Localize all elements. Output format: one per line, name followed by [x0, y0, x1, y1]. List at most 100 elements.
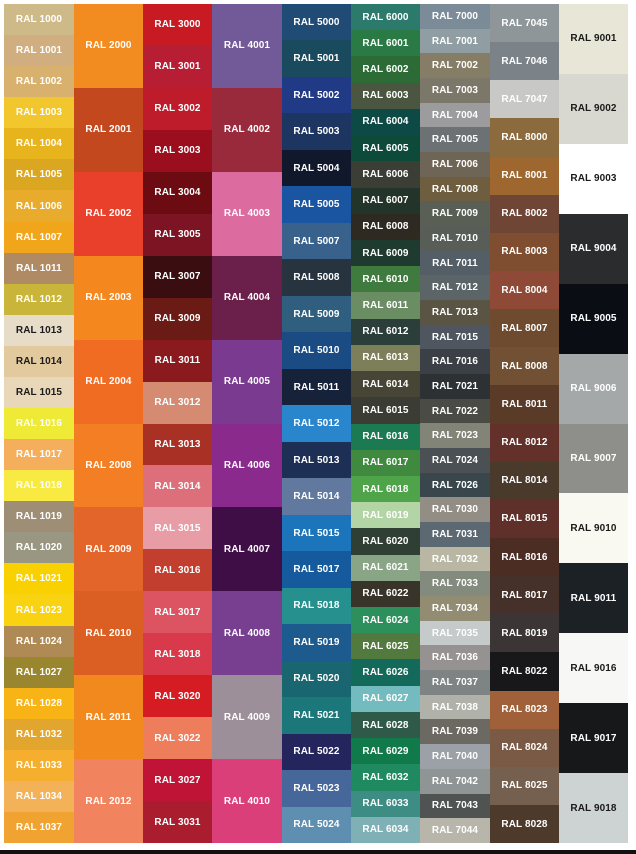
color-swatch: RAL 3015: [143, 507, 212, 550]
color-swatch: RAL 7002: [420, 53, 490, 79]
color-swatch: RAL 8015: [490, 499, 559, 538]
color-swatch: RAL 9004: [559, 213, 628, 284]
color-swatch: RAL 9003: [559, 143, 628, 214]
color-swatch: RAL 6018: [351, 475, 420, 503]
color-swatch: RAL 5019: [282, 624, 351, 661]
color-swatch: RAL 7043: [420, 793, 490, 819]
color-swatch: RAL 6009: [351, 239, 420, 267]
color-swatch: RAL 7006: [420, 152, 490, 177]
color-swatch: RAL 1004: [4, 128, 74, 160]
color-swatch: RAL 6013: [351, 344, 420, 372]
color-swatch: RAL 7030: [420, 497, 490, 523]
color-swatch: RAL 7005: [420, 127, 490, 153]
color-swatch: RAL 6019: [351, 502, 420, 529]
color-swatch: RAL 6017: [351, 449, 420, 476]
color-swatch: RAL 5009: [282, 295, 351, 333]
ral-color-chart: RAL 1000 RAL 1001 RAL 1002 RAL 1003 RAL 1004…: [4, 4, 628, 844]
color-swatch: RAL 6000: [351, 4, 420, 31]
color-swatch: RAL 7009: [420, 201, 490, 227]
color-swatch: RAL 1015: [4, 376, 74, 409]
color-swatch: RAL 9001: [559, 4, 628, 74]
color-swatch: RAL 6026: [351, 659, 420, 686]
color-swatch: RAL 6014: [351, 371, 420, 398]
color-swatch: RAL 7042: [420, 768, 490, 794]
color-swatch: RAL 1011: [4, 252, 74, 284]
color-swatch: RAL 5001: [282, 40, 351, 77]
color-swatch: RAL 7037: [420, 670, 490, 695]
color-swatch: RAL 6033: [351, 790, 420, 817]
color-swatch: RAL 7047: [490, 80, 559, 119]
color-swatch: RAL 7045: [490, 4, 559, 43]
color-column: RAL 3000 RAL 3001 RAL 3002 RAL 3003 RAL 3004…: [143, 4, 212, 844]
color-swatch: RAL 1034: [4, 780, 74, 813]
color-column: RAL 7045 RAL 7046 RAL 7047 RAL 8000 RAL 8001…: [490, 4, 559, 844]
color-swatch: RAL 5017: [282, 551, 351, 588]
color-swatch: RAL 6007: [351, 187, 420, 214]
color-swatch: RAL 5013: [282, 441, 351, 479]
color-swatch: RAL 7034: [420, 596, 490, 621]
color-swatch: RAL 3003: [143, 129, 212, 172]
color-swatch: RAL 4004: [212, 255, 282, 340]
color-swatch: RAL 5021: [282, 697, 351, 734]
color-column: RAL 1000 RAL 1001 RAL 1002 RAL 1003 RAL 1004…: [4, 4, 74, 844]
color-swatch: RAL 4009: [212, 675, 282, 760]
color-swatch: RAL 9007: [559, 423, 628, 494]
color-swatch: RAL 8004: [490, 270, 559, 310]
color-swatch: RAL 1020: [4, 532, 74, 564]
color-swatch: RAL 8024: [490, 728, 559, 767]
color-swatch: RAL 7015: [420, 324, 490, 350]
color-swatch: RAL 7001: [420, 28, 490, 54]
color-swatch: RAL 2011: [74, 675, 143, 760]
color-swatch: RAL 6003: [351, 82, 420, 109]
color-swatch: RAL 6024: [351, 607, 420, 634]
color-swatch: RAL 3002: [143, 87, 212, 130]
color-swatch: RAL 2003: [74, 255, 143, 340]
color-swatch: RAL 7036: [420, 645, 490, 671]
color-swatch: RAL 7000: [420, 4, 490, 29]
color-swatch: RAL 5011: [282, 368, 351, 406]
color-swatch: RAL 1033: [4, 749, 74, 781]
color-swatch: RAL 1012: [4, 283, 74, 315]
color-swatch: RAL 4002: [212, 87, 282, 172]
color-swatch: RAL 3005: [143, 213, 212, 256]
color-swatch: RAL 7040: [420, 744, 490, 769]
color-swatch: RAL 7031: [420, 522, 490, 547]
color-swatch: RAL 3014: [143, 465, 212, 508]
color-swatch: RAL 8001: [490, 156, 559, 195]
color-column: RAL 2000 RAL 2001 RAL 2002 RAL 2003 RAL 2004…: [74, 4, 143, 844]
color-swatch: RAL 3001: [143, 45, 212, 88]
color-swatch: RAL 1014: [4, 345, 74, 377]
color-swatch: RAL 9016: [559, 633, 628, 704]
color-column: RAL 5000 RAL 5001 RAL 5002 RAL 5003 RAL 5004…: [282, 4, 351, 844]
color-swatch: RAL 3000: [143, 4, 212, 46]
color-swatch: RAL 5020: [282, 660, 351, 698]
color-swatch: RAL 7039: [420, 719, 490, 745]
color-swatch: RAL 6001: [351, 30, 420, 57]
color-swatch: RAL 7022: [420, 398, 490, 424]
color-swatch: RAL 8000: [490, 118, 559, 157]
color-column: RAL 9001 RAL 9002 RAL 9003 RAL 9004 RAL 9005…: [559, 4, 628, 844]
color-swatch: RAL 3020: [143, 675, 212, 718]
color-swatch: RAL 3012: [143, 381, 212, 424]
color-swatch: RAL 1003: [4, 97, 74, 129]
color-swatch: RAL 8025: [490, 766, 559, 805]
color-swatch: RAL 7032: [420, 546, 490, 572]
color-swatch: RAL 1032: [4, 718, 74, 750]
color-swatch: RAL 7012: [420, 275, 490, 301]
color-swatch: RAL 2004: [74, 339, 143, 424]
color-swatch: RAL 8028: [490, 804, 559, 844]
color-swatch: RAL 5003: [282, 113, 351, 150]
color-swatch: RAL 6015: [351, 397, 420, 424]
color-swatch: RAL 6006: [351, 161, 420, 188]
color-swatch: RAL 9010: [559, 493, 628, 564]
color-swatch: RAL 7013: [420, 300, 490, 325]
color-swatch: RAL 1021: [4, 563, 74, 595]
color-swatch: RAL 1037: [4, 812, 74, 844]
color-swatch: RAL 2008: [74, 423, 143, 508]
color-swatch: RAL 3022: [143, 717, 212, 760]
color-swatch: RAL 6022: [351, 580, 420, 608]
color-swatch: RAL 5014: [282, 478, 351, 515]
color-swatch: RAL 6034: [351, 816, 420, 843]
color-swatch: RAL 1002: [4, 66, 74, 98]
color-swatch: RAL 7003: [420, 78, 490, 103]
